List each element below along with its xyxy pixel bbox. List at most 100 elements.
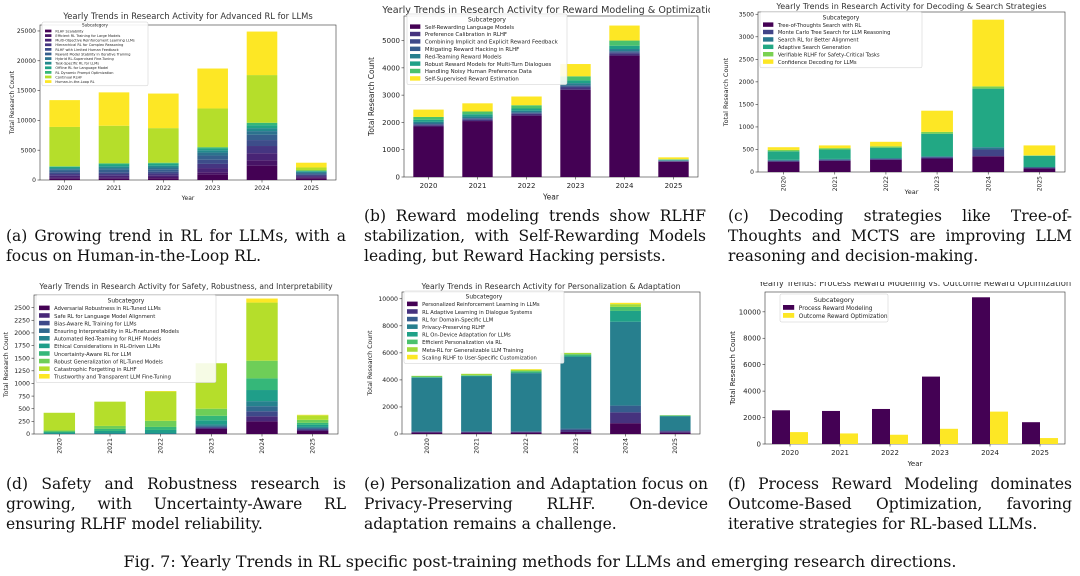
bar-segment [296,171,327,173]
legend-swatch [39,374,50,379]
legend-label: Safe RL for Language Model Alignment [54,314,155,320]
legend-label: Search RL for Better Alignment [778,38,859,44]
y-tick-label: 500 [743,147,755,154]
bar-segment [870,158,902,159]
bar-segment [197,108,228,148]
legend-label: Human-in-the-Loop RL [55,80,94,84]
x-tick-label: 2021 [107,438,114,454]
legend-title: Subcategory [468,16,506,23]
bar-segment [246,390,278,402]
bar-segment [411,375,443,377]
bar [840,433,858,444]
bar-segment [49,172,80,175]
chart-title: Yearly Trends: Process Reward Modeling v… [758,282,1071,288]
bar-segment [560,356,592,429]
bar-segment [560,87,591,90]
y-tick-label: 1250 [14,368,30,375]
bar-segment [94,432,126,434]
bar-segment [921,157,953,159]
bar-segment [610,321,641,406]
y-tick-label: 4000 [743,388,761,396]
bar-segment [246,128,278,132]
bar-segment [411,377,443,378]
bar [940,428,958,444]
bar-segment [411,432,443,434]
bar-segment [49,175,80,178]
bar-segment [144,391,177,421]
bar-segment [411,431,443,432]
legend-label: Hybrid RL-Supervised Fine-Tuning [55,57,113,61]
bar-segment [560,428,592,430]
bar-segment [659,432,691,434]
bar-segment [197,147,228,149]
chart-panel-a: Yearly Trends in Research Activity for A… [2,2,347,210]
x-tick-label: 2021 [832,176,839,191]
chart-title: Yearly Trends in Research Activity for S… [38,282,333,291]
caption-c: (c) Decoding strategies like Tree-of-Tho… [728,207,1072,265]
bar-segment [148,128,179,163]
x-tick-label: 2022 [158,438,165,454]
bar-segment [296,429,329,431]
legend-label: Preference Calibration in RLHF [425,32,507,38]
x-tick-label: 2021 [469,182,487,190]
bar-segment [296,172,327,174]
bar-segment [972,156,1005,172]
bar [1040,438,1058,444]
x-tick-label: 2023 [205,185,220,192]
bar-segment [296,170,327,172]
bar-segment [296,162,327,168]
legend-box [403,290,565,364]
x-tick-label: 2023 [934,176,941,191]
bar-segment [246,411,278,417]
y-axis-label: Total Research Count [9,70,16,135]
x-tick-label: 2024 [616,182,634,190]
legend-label: Self-Rewarding Language Models [425,25,514,31]
y-tick-label: 3500 [739,11,754,18]
bar-segment [246,406,278,412]
bar-segment [197,148,228,151]
x-axis-label: Year [904,188,919,196]
bar-segment [98,164,130,167]
chart-svg-e: Yearly Trends in Research Activity for P… [367,282,701,454]
bar-segment [462,121,493,177]
bar-segment [972,19,1005,87]
chart-panel-e: Yearly Trends in Research Activity for P… [360,282,710,472]
bar-segment [659,430,691,432]
y-tick-label: 6000 [743,361,761,369]
bar-segment [246,134,278,141]
bar-segment [197,155,228,160]
bar-segment [148,165,179,168]
x-axis-label: Year [181,195,195,202]
x-tick-label: 2020 [56,438,63,454]
chart-title: Yearly Trends in Research Activity for A… [62,11,312,21]
bar-segment [49,100,80,127]
bar-segment [560,85,591,87]
y-tick-label: 8000 [743,335,761,343]
bar-segment [195,415,228,421]
x-tick-label: 2021 [474,438,481,454]
bar-segment [94,425,126,429]
y-tick-label: 3000 [739,34,754,41]
bar-segment [195,408,228,416]
y-tick-label: 1500 [739,101,754,108]
bar-segment [296,174,327,176]
bar-segment [658,161,689,162]
bar-segment [413,116,444,120]
bar-segment [246,125,278,129]
caption-b: (b) Reward modeling trends show RLHF sta… [364,207,706,265]
bar-segment [511,115,542,177]
bar-segment [413,121,444,124]
x-axis-label: Year [907,460,923,468]
legend-swatch [407,332,418,337]
legend-label: RLHF Scalability [55,29,83,33]
bar-segment [560,80,591,84]
bar-segment [560,89,591,177]
y-tick-label: 2250 [14,317,30,324]
bar-segment [98,92,130,126]
legend-swatch [39,320,50,326]
legend-swatch [45,75,52,79]
legend-label: Adaptive Search Generation [778,45,851,51]
legend: Subcategory Tree-of-Thoughts Search with … [759,11,923,69]
bar-segment [560,76,591,81]
y-tick-label: 0 [26,431,30,438]
